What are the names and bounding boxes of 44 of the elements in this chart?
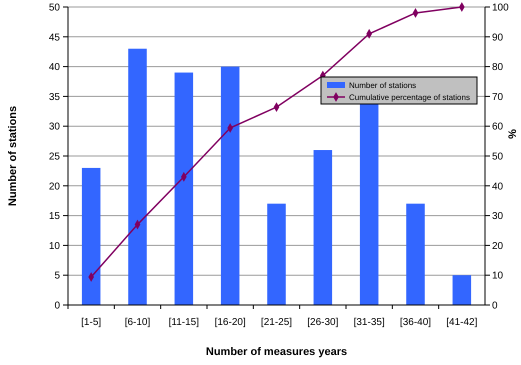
y-tick-label: 30	[48, 122, 60, 133]
legend-label: Number of stations	[349, 80, 416, 90]
y-tick-label: 35	[48, 92, 60, 103]
y2-tick-label: 100	[492, 2, 510, 14]
x-tick-label: [41-42]	[446, 317, 478, 328]
y2-axis-title: %	[507, 128, 519, 139]
y-tick-label: 15	[48, 211, 60, 222]
y-tick-label: 10	[48, 240, 60, 252]
y2-tick-label: 0	[492, 300, 498, 312]
y-axis-title: Number of stations	[7, 106, 19, 206]
x-tick-label: [16-20]	[214, 317, 246, 328]
y-tick-label: 40	[48, 62, 60, 74]
legend-label: Cumulative percentage of stations	[349, 92, 470, 102]
y2-tick-label: 50	[492, 152, 504, 162]
x-tick-label: [26-30]	[307, 317, 339, 328]
y-tick-label: 50	[48, 2, 60, 14]
x-tick-label: [36-40]	[400, 317, 432, 328]
x-tick-label: [1-5]	[81, 317, 102, 328]
y-tick-label: 45	[48, 32, 60, 44]
bar	[452, 275, 472, 305]
bar	[314, 150, 332, 305]
x-tick-label: [21-25]	[260, 317, 292, 328]
y2-tick-label: 90	[492, 32, 504, 44]
y-tick-label: 20	[48, 181, 60, 192]
bar	[82, 168, 100, 305]
x-tick-label: [31-35]	[354, 317, 385, 328]
bar	[128, 48, 147, 305]
x-axis-title: Number of measures years	[206, 346, 348, 358]
bar	[267, 204, 286, 305]
y2-tick-label: 30	[492, 211, 504, 222]
x-tick-label: [6-10]	[124, 317, 151, 328]
y-tick-label: 25	[48, 152, 60, 162]
bar	[174, 72, 194, 305]
x-tick-label: [11-15]	[168, 317, 200, 328]
y2-tick-label: 70	[492, 92, 504, 103]
y2-tick-label: 80	[492, 62, 504, 74]
y-tick-label: 0	[54, 300, 60, 312]
bar	[406, 204, 425, 305]
y2-tick-label: 10	[492, 270, 504, 282]
y-tick-label: 5	[54, 270, 60, 282]
y2-tick-label: 20	[492, 240, 504, 252]
y2-tick-label: 60	[492, 122, 504, 133]
y2-tick-label: 40	[492, 181, 504, 192]
bar	[220, 66, 240, 305]
